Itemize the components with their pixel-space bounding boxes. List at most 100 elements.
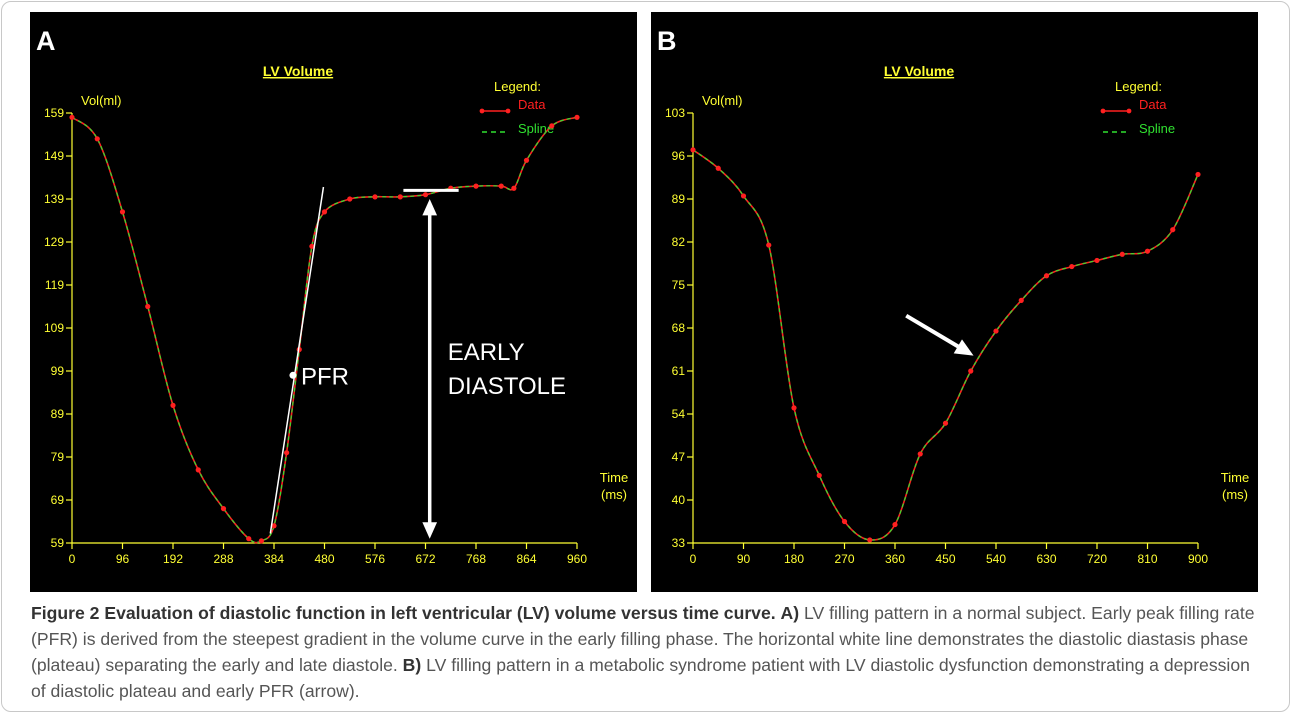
data-point [1069, 263, 1075, 270]
x-tick-label: 288 [213, 552, 233, 566]
series-data-line [71, 116, 578, 544]
data-point [220, 506, 227, 512]
x-tick-label: 180 [784, 552, 804, 566]
x-tick-label: 96 [116, 552, 130, 566]
data-point [145, 303, 151, 310]
data-point [511, 185, 517, 191]
x-tick-label: 672 [415, 552, 435, 566]
data-point [1043, 273, 1050, 279]
data-point [715, 165, 721, 171]
early-diastole-arrow-head-bottom [422, 522, 438, 539]
figure-caption: Figure 2 Evaluation of diastolic functio… [31, 600, 1266, 704]
y-axis-label: Vol(ml) [81, 93, 121, 108]
data-point [993, 328, 999, 334]
data-point [372, 194, 378, 200]
chart-b-svg: B LV Volume Vol(ml) Time (ms) 33 40 47 54 61 68 75 8… [657, 26, 1249, 566]
x-tick-label: 630 [1036, 552, 1056, 566]
data-point [1119, 251, 1125, 257]
data-point [1144, 248, 1151, 254]
data-point [523, 157, 530, 163]
y-tick-label: 96 [672, 149, 686, 163]
chart-title: LV Volume [884, 63, 954, 79]
y-tick-label: 79 [51, 450, 65, 464]
x-axis-label: Time [600, 470, 628, 485]
x-tick-label: 864 [516, 552, 536, 566]
caption-a-text: LV filling pattern in a normal subject. … [31, 603, 1255, 675]
data-point [473, 183, 479, 189]
pfr-label: PFR [301, 363, 349, 390]
data-point [816, 472, 822, 479]
y-tick-label: 68 [672, 321, 686, 335]
legend-title: Legend: [1115, 79, 1162, 94]
data-point [791, 405, 797, 411]
y-tick-label: 129 [44, 235, 64, 249]
data-point [397, 194, 403, 200]
legend-data-marker [1100, 108, 1106, 114]
y-tick-label: 159 [44, 106, 64, 120]
caption-a-label: A) [780, 603, 800, 623]
data-point [94, 136, 100, 142]
caption-b-text: LV filling pattern in a metabolic syndro… [31, 655, 1250, 701]
x-tick-label: 810 [1137, 552, 1157, 566]
chart-panel-a: A LV Volume Vol(ml) Time (ms) 59 69 79 89 99 109 11… [30, 12, 637, 592]
data-point [258, 538, 264, 544]
data-point [119, 209, 126, 215]
y-tick-label: 69 [51, 493, 65, 507]
y-tick-label: 47 [672, 450, 686, 464]
data-point [422, 192, 429, 198]
y-tick-label: 99 [51, 364, 65, 378]
x-tick-label: 960 [567, 552, 587, 566]
chart-a-svg: A LV Volume Vol(ml) Time (ms) 59 69 79 89 99 109 11… [36, 26, 628, 566]
x-tick-label: 360 [885, 552, 905, 566]
caption-figure-label: Figure 2 [31, 603, 100, 623]
x-tick-label: 90 [737, 552, 751, 566]
x-axis-unit: (ms) [601, 487, 627, 502]
caption-title: Evaluation of diastolic function in left… [104, 603, 776, 623]
x-tick-label: 0 [690, 552, 697, 566]
panel-letter: B [657, 26, 677, 56]
legend-data-marker [1126, 108, 1132, 114]
chart-panel-b: B LV Volume Vol(ml) Time (ms) 33 40 47 54 61 68 75 8… [651, 12, 1258, 592]
pfr-arrow-shaft [905, 313, 963, 351]
pfr-arrow-head [953, 339, 974, 356]
panel-letter: A [36, 26, 56, 56]
data-point [347, 196, 353, 202]
data-point [968, 368, 974, 374]
data-point [867, 537, 873, 543]
pfr-tangent-line [269, 186, 325, 534]
data-point [284, 450, 290, 456]
data-point [309, 243, 315, 249]
data-point [69, 114, 75, 120]
data-point [1018, 297, 1024, 303]
x-tick-label: 384 [264, 552, 284, 566]
y-tick-label: 109 [44, 321, 64, 335]
data-point [549, 123, 555, 129]
y-tick-label: 103 [665, 106, 685, 120]
data-point [1195, 171, 1201, 178]
data-point [1170, 227, 1176, 233]
y-tick-label: 40 [672, 493, 686, 507]
legend-spline-label: Spline [1139, 121, 1175, 136]
data-point [246, 536, 252, 542]
early-diastole-arrow-head-top [422, 199, 438, 216]
y-tick-label: 75 [672, 278, 686, 292]
x-tick-label: 540 [986, 552, 1006, 566]
y-tick-label: 54 [672, 407, 686, 421]
x-tick-label: 450 [935, 552, 955, 566]
data-point [321, 209, 328, 215]
data-point [892, 521, 898, 528]
legend-data-label: Data [518, 97, 546, 112]
legend-data-marker [505, 108, 511, 114]
y-tick-label: 59 [51, 536, 65, 550]
x-tick-label: 768 [466, 552, 486, 566]
y-tick-label: 119 [45, 278, 64, 292]
series-spline-line [692, 149, 1199, 541]
data-point [917, 451, 923, 457]
chart-title: LV Volume [263, 63, 333, 79]
y-tick-label: 149 [44, 149, 64, 163]
caption-b-label: B) [402, 655, 422, 675]
data-point [498, 183, 504, 189]
y-tick-label: 89 [51, 407, 65, 421]
x-axis-unit: (ms) [1222, 487, 1248, 502]
